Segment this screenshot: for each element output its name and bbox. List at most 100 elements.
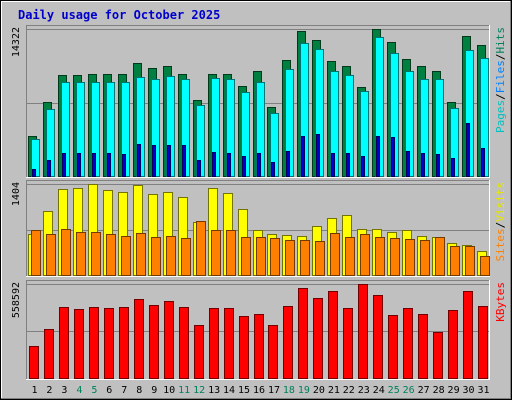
bar-sites-day-7 [121,236,131,276]
bar-kbytes-day-13 [209,308,219,379]
bar-pages-day-20 [316,134,320,177]
bar-pages-day-23 [361,156,365,177]
bar-sites-day-2 [46,234,56,276]
legend-entry-kbytes: KBytes [494,282,507,322]
x-tick-label-day-22: 22 [343,385,355,396]
bar-pages-day-6 [107,153,111,177]
bar-kbytes-day-3 [59,307,69,379]
panel-top-legend: Pages/Files/Hits [494,27,507,133]
bar-kbytes-day-31 [478,306,488,379]
legend-entry-sites: Sites [494,228,507,261]
x-axis-labels: 1 2 3 4 5 6 7 8 9 10 11 12 13 14 15 16 17 18 19 20 21 22 23 24 2… [31,385,489,396]
panel-middle-legend: Sites/Visits [494,182,507,262]
bar-kbytes-day-29 [448,310,458,379]
x-tick-label-day-15: 15 [238,385,250,396]
bar-sites-day-26 [405,239,415,276]
x-tick-label-day-2: 2 [46,385,52,396]
legend-entry-: / [494,93,507,100]
bar-sites-day-19 [300,240,310,276]
panel-top: 14322 Pages/Files/Hits [11,25,507,178]
panel-bottom-max-label: 558592 [11,282,22,318]
bar-sites-day-25 [390,238,400,276]
panel-top-max-label: 14322 [11,27,22,57]
bar-pages-day-13 [212,152,216,177]
x-tick-label-day-5: 5 [91,385,97,396]
bar-sites-day-10 [166,236,176,276]
bar-sites-day-16 [256,237,266,276]
bar-kbytes-day-5 [89,307,99,379]
bar-sites-day-20 [315,241,325,276]
x-tick-label-day-18: 18 [283,385,295,396]
x-tick-label-day-30: 30 [463,385,475,396]
bar-kbytes-day-1 [29,346,39,379]
x-tick-label-day-19: 19 [298,385,310,396]
bar-sites-day-24 [375,237,385,276]
bar-pages-day-29 [451,158,455,177]
bar-kbytes-day-28 [433,332,443,379]
bar-sites-day-28 [435,237,445,276]
bar-pages-day-10 [167,145,171,177]
legend-entry-hits: Hits [494,27,507,54]
bar-pages-day-11 [182,145,186,177]
bar-sites-day-6 [106,234,116,276]
x-tick-label-day-27: 27 [418,385,430,396]
series-kbytes [29,284,488,379]
legend-entry-visits: Visits [494,182,507,222]
bar-pages-day-19 [301,136,305,177]
x-tick-label-day-11: 11 [178,385,190,396]
bar-kbytes-day-6 [104,308,114,379]
bar-sites-day-23 [360,234,370,276]
bar-pages-day-3 [62,153,66,177]
bar-sites-day-22 [345,237,355,276]
chart-title: Daily usage for October 2025 [18,8,220,22]
bar-kbytes-day-17 [268,325,278,379]
series-pages [32,123,485,177]
bar-pages-day-15 [242,156,246,177]
bar-pages-day-14 [227,153,231,177]
series-sites [31,221,490,276]
series-files [31,37,489,177]
bar-pages-day-26 [406,151,410,177]
bar-sites-day-3 [61,229,71,276]
bar-pages-day-17 [271,162,275,177]
legend-entry-pages: Pages [494,100,507,133]
bar-pages-day-31 [481,148,485,177]
bar-kbytes-day-23 [358,284,368,379]
bar-pages-day-16 [257,153,261,177]
bar-pages-day-8 [137,144,141,177]
bar-kbytes-day-2 [44,329,54,379]
bar-kbytes-day-20 [313,298,323,379]
bar-kbytes-day-24 [373,295,383,379]
panel-bottom: 558592 KBytes [11,280,507,380]
bar-sites-day-4 [76,232,86,276]
panel-middle: 1404 Sites/Visits [11,180,507,277]
bar-sites-day-18 [285,240,295,276]
x-tick-label-day-23: 23 [358,385,370,396]
x-tick-label-day-14: 14 [223,385,235,396]
bar-sites-day-13 [211,230,221,276]
bar-kbytes-day-26 [403,308,413,379]
bar-pages-day-4 [77,153,81,177]
bar-pages-day-7 [122,154,126,177]
bar-sites-day-21 [330,233,340,276]
bar-sites-day-17 [270,238,280,276]
x-tick-label-day-21: 21 [328,385,340,396]
legend-entry-: / [494,222,507,229]
bar-sites-day-27 [420,240,430,276]
bar-pages-day-27 [421,153,425,177]
panel-bottom-legend: KBytes [494,282,507,322]
legend-entry-: / [494,54,507,61]
bar-pages-day-24 [376,136,380,177]
x-tick-label-day-16: 16 [253,385,265,396]
bar-sites-day-29 [450,246,460,276]
bar-kbytes-day-7 [119,307,129,379]
bar-pages-day-12 [197,160,201,177]
x-tick-label-day-9: 9 [151,385,157,396]
bar-pages-day-5 [92,153,96,177]
bar-kbytes-day-12 [194,325,204,379]
bar-kbytes-day-30 [463,291,473,379]
bar-sites-day-1 [31,230,41,276]
bar-kbytes-day-14 [224,308,234,379]
